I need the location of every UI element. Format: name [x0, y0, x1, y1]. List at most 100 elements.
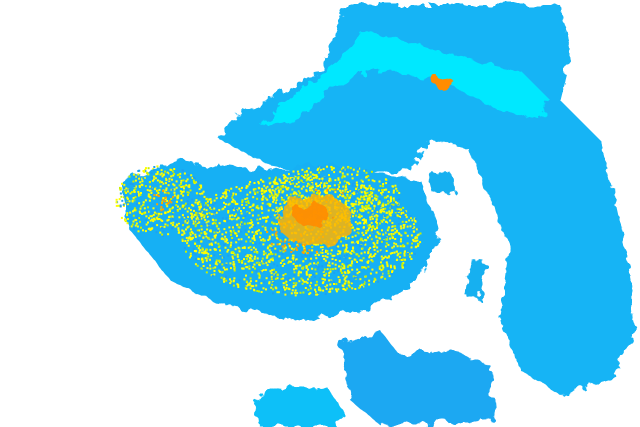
echo-pixel [359, 210, 361, 213]
echo-pixel [256, 197, 259, 200]
echo-pixel [251, 209, 254, 212]
echo-pixel [338, 252, 341, 255]
echo-pixel [355, 181, 358, 184]
echo-pixel [235, 186, 238, 189]
echo-pixel [408, 245, 411, 248]
echo-pixel [338, 260, 341, 263]
echo-pixel [132, 197, 135, 199]
echo-pixel [414, 219, 417, 222]
echo-pixel [245, 204, 248, 206]
echo-pixel [369, 216, 372, 219]
echo-pixel [289, 260, 292, 263]
echo-pixel [260, 207, 263, 209]
echo-pixel [361, 180, 364, 183]
echo-pixel [213, 212, 216, 215]
echo-pixel [267, 218, 270, 221]
echo-pixel [122, 203, 125, 206]
echo-pixel [225, 231, 228, 234]
echo-pixel [367, 236, 369, 239]
echo-pixel [386, 263, 389, 266]
echo-pixel [132, 220, 135, 223]
echo-pixel [266, 202, 269, 205]
echo-pixel [361, 241, 364, 244]
echo-pixel [221, 237, 224, 240]
echo-pixel [181, 169, 184, 172]
echo-pixel [251, 204, 254, 207]
echo-pixel [268, 253, 271, 256]
echo-pixel [214, 202, 217, 205]
echo-pixel [248, 267, 251, 270]
echo-pixel [386, 229, 389, 232]
echo-pixel [353, 210, 356, 213]
echo-pixel [182, 224, 184, 227]
echo-pixel [380, 219, 383, 222]
echo-pixel [411, 219, 414, 222]
echo-pixel [193, 209, 195, 212]
echo-pixel [266, 215, 269, 218]
echo-pixel [363, 219, 366, 222]
echo-pixel [153, 197, 156, 200]
echo-pixel [344, 184, 347, 187]
echo-pixel [274, 193, 277, 196]
echo-pixel [333, 171, 336, 174]
echo-pixel [292, 262, 295, 265]
echo-pixel [232, 207, 235, 210]
echo-pixel [326, 256, 329, 259]
echo-pixel [329, 270, 332, 273]
echo-pixel [359, 222, 362, 225]
echo-pixel [299, 291, 302, 294]
echo-pixel [350, 252, 353, 255]
echo-pixel [399, 216, 401, 218]
echo-pixel [308, 249, 311, 252]
echo-pixel [252, 196, 255, 199]
echo-pixel [261, 211, 264, 214]
echo-pixel [357, 228, 360, 230]
echo-pixel [375, 214, 378, 217]
echo-pixel [349, 167, 352, 170]
echo-pixel [217, 227, 220, 230]
echo-pixel [390, 203, 393, 206]
echo-pixel [181, 240, 184, 242]
echo-pixel [331, 254, 334, 257]
echo-pixel [369, 272, 372, 275]
echo-pixel [371, 228, 373, 231]
echo-pixel [363, 242, 365, 245]
echo-pixel [394, 210, 397, 212]
echo-pixel [284, 293, 287, 296]
echo-pixel [330, 280, 333, 283]
echo-pixel [234, 203, 237, 206]
echo-pixel [150, 215, 153, 218]
echo-pixel [332, 167, 335, 170]
echo-pixel [267, 209, 270, 212]
echo-pixel [384, 245, 387, 248]
echo-pixel [274, 232, 277, 235]
echo-pixel [336, 253, 339, 256]
echo-pixel [369, 225, 372, 228]
echo-pixel [351, 173, 353, 176]
echo-pixel [293, 192, 296, 195]
echo-pixel [133, 207, 136, 210]
echo-pixel [380, 261, 382, 264]
echo-pixel [174, 225, 177, 228]
echo-pixel [262, 253, 265, 256]
echo-pixel [186, 242, 189, 245]
echo-pixel [191, 213, 194, 216]
echo-pixel [385, 261, 388, 264]
echo-pixel [225, 279, 228, 282]
echo-pixel [272, 292, 274, 295]
echo-pixel [269, 195, 272, 198]
echo-pixel [288, 238, 291, 241]
echo-pixel [355, 188, 358, 190]
echo-pixel [265, 277, 268, 280]
echo-pixel [287, 261, 290, 264]
echo-pixel [361, 205, 364, 207]
echo-pixel [228, 226, 231, 229]
echo-pixel [400, 211, 403, 214]
echo-pixel [269, 203, 272, 206]
echo-pixel [377, 193, 380, 196]
echo-pixel [165, 189, 168, 192]
echo-pixel [344, 186, 347, 189]
echo-pixel [390, 234, 393, 237]
echo-pixel [268, 276, 271, 279]
echo-pixel [245, 287, 248, 290]
